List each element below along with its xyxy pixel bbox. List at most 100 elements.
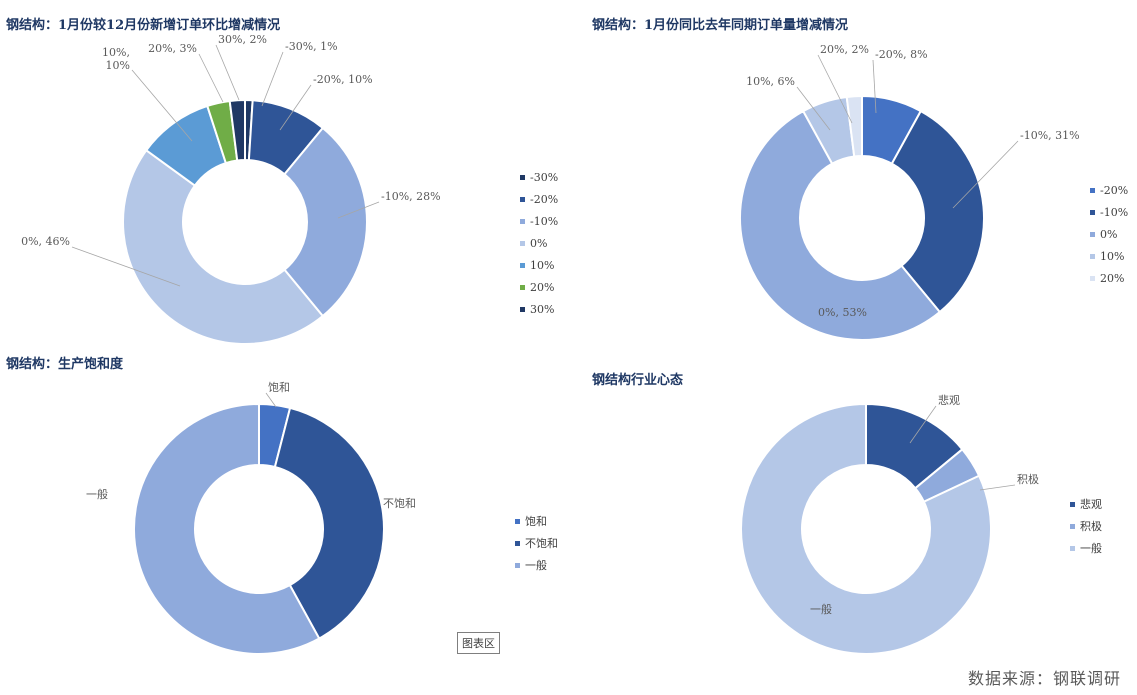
chart-4-slice-2 xyxy=(740,402,992,655)
legend-label: 0% xyxy=(530,236,548,250)
legend-swatch xyxy=(520,218,525,224)
chart-3-legend: 饱和不饱和一般 xyxy=(515,510,558,576)
chart-2-legend-item: -10% xyxy=(1090,201,1128,223)
chart-3-legend-item: 饱和 xyxy=(515,510,558,532)
legend-label: -20% xyxy=(1100,183,1129,197)
chart-1-leader-2 xyxy=(337,201,380,219)
legend-label: -10% xyxy=(530,214,559,228)
chart-3-slice-2 xyxy=(133,402,321,655)
legend-label: 不饱和 xyxy=(525,537,558,550)
legend-swatch xyxy=(520,174,525,180)
chart-3-title: 钢结构：生产饱和度 xyxy=(6,357,124,372)
chart-2-slice-label-2: 0%, 53% xyxy=(818,306,867,319)
legend-swatch xyxy=(1090,275,1095,281)
legend-swatch xyxy=(1070,545,1075,551)
chart-3-legend-item: 不饱和 xyxy=(515,532,558,554)
chart-2-svg: -20%, 8% -10%, 31% 0%, 53% 10%, 6% 20%, 2% xyxy=(739,43,1080,341)
legend-swatch xyxy=(520,284,525,290)
chart-2-slice-label-0: -20%, 8% xyxy=(875,48,928,61)
chart-2-slice-label-3: 10%, 6% xyxy=(746,75,795,88)
chart-2-slice-label-1: -10%, 31% xyxy=(1020,129,1080,142)
chart-4-leader-1 xyxy=(979,484,1016,491)
legend-swatch xyxy=(1090,231,1095,237)
legend-swatch xyxy=(520,196,525,202)
legend-label: 悲观 xyxy=(1080,498,1102,511)
chart-1-slice-label-1: -20%, 10% xyxy=(313,73,373,86)
legend-label: 饱和 xyxy=(525,515,547,528)
chart-1-leader-1 xyxy=(279,84,312,131)
legend-label: -10% xyxy=(1100,205,1129,219)
chart-4-legend-item: 积极 xyxy=(1070,515,1102,537)
legend-swatch xyxy=(1070,501,1075,507)
chart-1-leader-4 xyxy=(131,69,193,142)
chart-2-legend: -20% -10% 0% 10% 20% xyxy=(1090,179,1128,289)
chart-2-leader-0 xyxy=(872,59,877,114)
legend-swatch xyxy=(520,262,525,268)
chart-2-slice-2 xyxy=(739,109,942,341)
legend-label: 10% xyxy=(530,258,555,272)
chart-1-legend: -30% -20% -10% 0% 10% 20% 30% xyxy=(520,166,558,320)
chart-1-leader-0 xyxy=(261,51,284,107)
chart-panel-2: 钢结构：1月份同比去年同期订单量增减情况 -20%, 8% -10%, 31% 0%… xyxy=(570,0,1137,345)
chart-1-slice-label-6: 30%, 2% xyxy=(218,33,267,46)
legend-label: 积极 xyxy=(1080,520,1102,533)
chart-4-slice-label-2: 一般 xyxy=(810,603,832,616)
chart-3-slice-1 xyxy=(273,406,385,640)
chart-4-slice-label-0: 悲观 xyxy=(938,393,960,407)
legend-label: 20% xyxy=(530,280,555,294)
chart-1-legend-item: -10% xyxy=(520,210,558,232)
chart-4-legend: 悲观 积极 一般 xyxy=(1070,493,1102,559)
chart-area-tooltip: 图表区 xyxy=(457,632,500,654)
chart-3-slice-label-0: 饱和 xyxy=(268,380,290,394)
chart-2-legend-item: 20% xyxy=(1090,267,1128,289)
chart-4-legend-item: 悲观 xyxy=(1070,493,1102,515)
data-source: 数据来源：钢联调研 xyxy=(967,669,1121,688)
chart-1-legend-item: -20% xyxy=(520,188,558,210)
chart-1-legend-item: 30% xyxy=(520,298,558,320)
chart-1-legend-item: 20% xyxy=(520,276,558,298)
chart-2-legend-item: 10% xyxy=(1090,245,1128,267)
chart-1-slice-label-0: -30%, 1% xyxy=(285,40,338,53)
chart-1-slice-label-4: 10%, 10% xyxy=(102,46,130,72)
chart-4-slice-label-1: 积极 xyxy=(1017,472,1039,486)
legend-label: 30% xyxy=(530,302,555,316)
chart-2-leader-4 xyxy=(817,54,853,124)
chart-1-slice-label-5: 20%, 3% xyxy=(148,42,197,55)
chart-1-leader-3 xyxy=(71,246,181,287)
chart-2-slice-1 xyxy=(890,109,985,314)
chart-4-legend-item: 一般 xyxy=(1070,537,1102,559)
chart-1-legend-item: -30% xyxy=(520,166,558,188)
chart-panel-3: 钢结构：生产饱和度 饱和 不饱和 一般 饱和 不饱和 一般 xyxy=(0,345,570,665)
chart-4-title: 钢结构行业心态 xyxy=(592,373,684,388)
legend-label: 0% xyxy=(1100,227,1118,241)
chart-1-leader-6 xyxy=(215,44,240,101)
chart-3-leader-0 xyxy=(265,392,277,408)
legend-swatch xyxy=(520,306,525,312)
chart-2-legend-item: 0% xyxy=(1090,223,1128,245)
chart-2-title: 钢结构：1月份同比去年同期订单量增减情况 xyxy=(592,18,849,33)
legend-swatch xyxy=(1090,253,1095,259)
chart-1-slice-6 xyxy=(228,98,246,162)
chart-3-legend-item: 一般 xyxy=(515,554,558,576)
chart-1-slice-label-2: -10%, 28% xyxy=(381,190,441,203)
legend-label: 一般 xyxy=(1080,542,1102,555)
legend-swatch xyxy=(515,518,520,524)
legend-label: -20% xyxy=(530,192,559,206)
chart-1-legend-item: 10% xyxy=(520,254,558,276)
legend-swatch xyxy=(1090,187,1095,193)
chart-2-leader-3 xyxy=(796,86,831,131)
chart-3-slice-label-2: 一般 xyxy=(86,488,108,501)
legend-swatch xyxy=(1090,209,1095,215)
chart-2-legend-item: -20% xyxy=(1090,179,1128,201)
legend-swatch xyxy=(1070,523,1075,529)
legend-label: 20% xyxy=(1100,271,1125,285)
chart-1-leader-5 xyxy=(198,53,224,103)
chart-2-slice-label-4: 20%, 2% xyxy=(820,43,869,56)
legend-swatch xyxy=(515,540,520,546)
legend-label: 10% xyxy=(1100,249,1125,263)
chart-1-svg: -30%, 1% -20%, 10% -10%, 28% 0%, 46% 10%, 10%… xyxy=(21,33,441,345)
chart-1-title: 钢结构：1月份较12月份新增订单环比增减情况 xyxy=(6,18,281,33)
chart-1-legend-item: 0% xyxy=(520,232,558,254)
legend-swatch xyxy=(520,240,525,246)
